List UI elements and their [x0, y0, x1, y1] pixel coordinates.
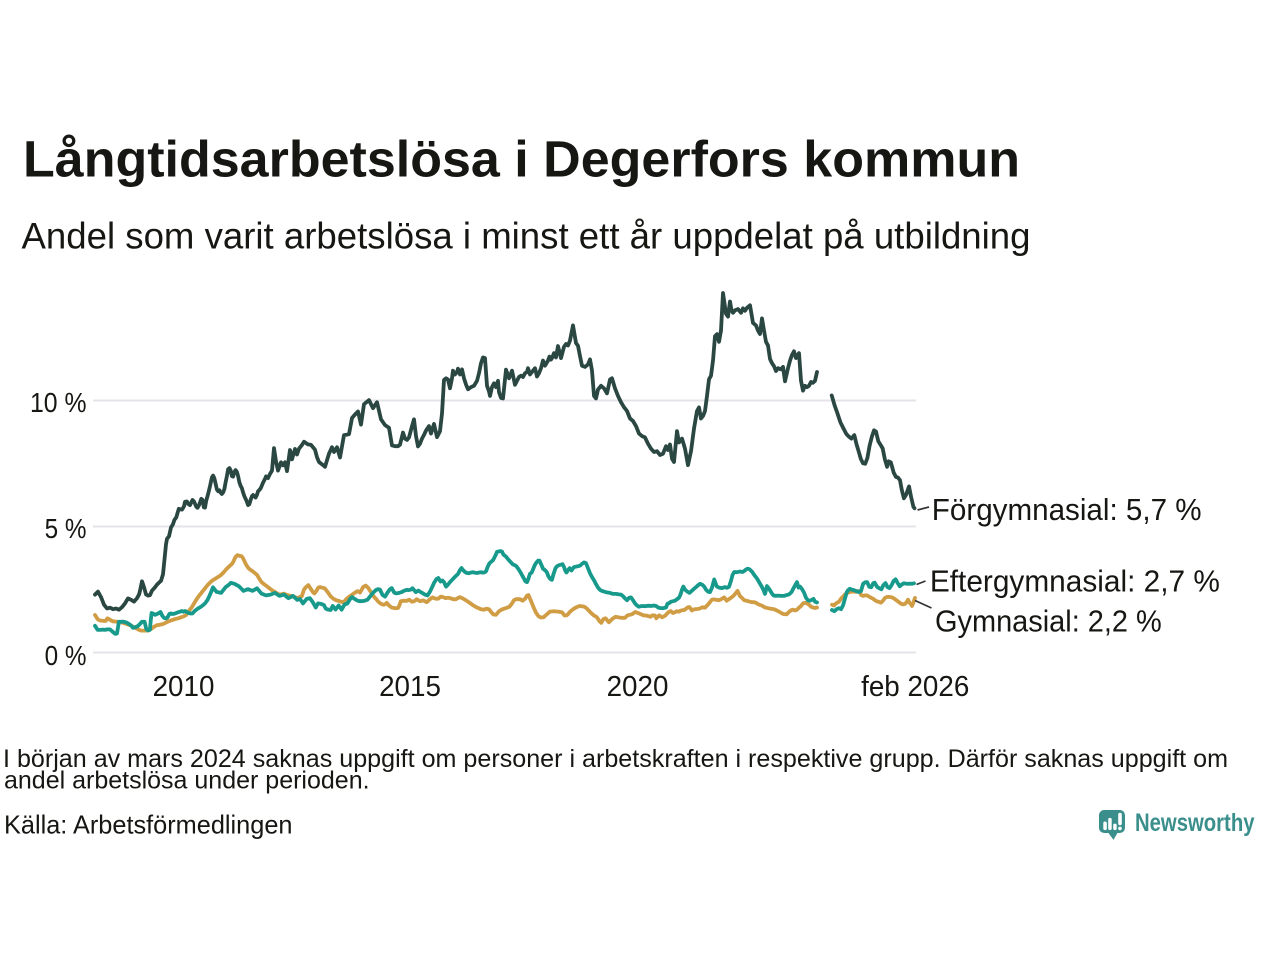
svg-text:5 %: 5 %: [45, 513, 87, 544]
svg-text:Andel som varit arbetslösa i m: Andel som varit arbetslösa i minst ett å…: [22, 215, 1031, 257]
svg-text:Eftergymnasial: 2,7 %: Eftergymnasial: 2,7 %: [930, 564, 1220, 599]
svg-text:Förgymnasial: 5,7 %: Förgymnasial: 5,7 %: [932, 492, 1202, 527]
svg-text:Gymnasial: 2,2 %: Gymnasial: 2,2 %: [935, 604, 1162, 639]
svg-text:2020: 2020: [607, 671, 669, 703]
svg-text:Newsworthy: Newsworthy: [1135, 809, 1255, 837]
svg-text:I början av mars 2024 saknas u: I början av mars 2024 saknas uppgift om …: [3, 745, 1228, 773]
svg-text:Långtidsarbetslösa i Degerfors: Långtidsarbetslösa i Degerfors kommun: [23, 131, 1020, 188]
svg-text:2010: 2010: [153, 671, 215, 703]
svg-text:10 %: 10 %: [30, 387, 87, 418]
svg-text:andel arbetslösa under periode: andel arbetslösa under perioden.: [4, 766, 370, 794]
svg-text:Källa: Arbetsförmedlingen: Källa: Arbetsförmedlingen: [4, 810, 293, 840]
svg-text:2015: 2015: [379, 671, 441, 703]
svg-text:0 %: 0 %: [45, 640, 87, 671]
svg-text:feb 2026: feb 2026: [861, 671, 969, 703]
